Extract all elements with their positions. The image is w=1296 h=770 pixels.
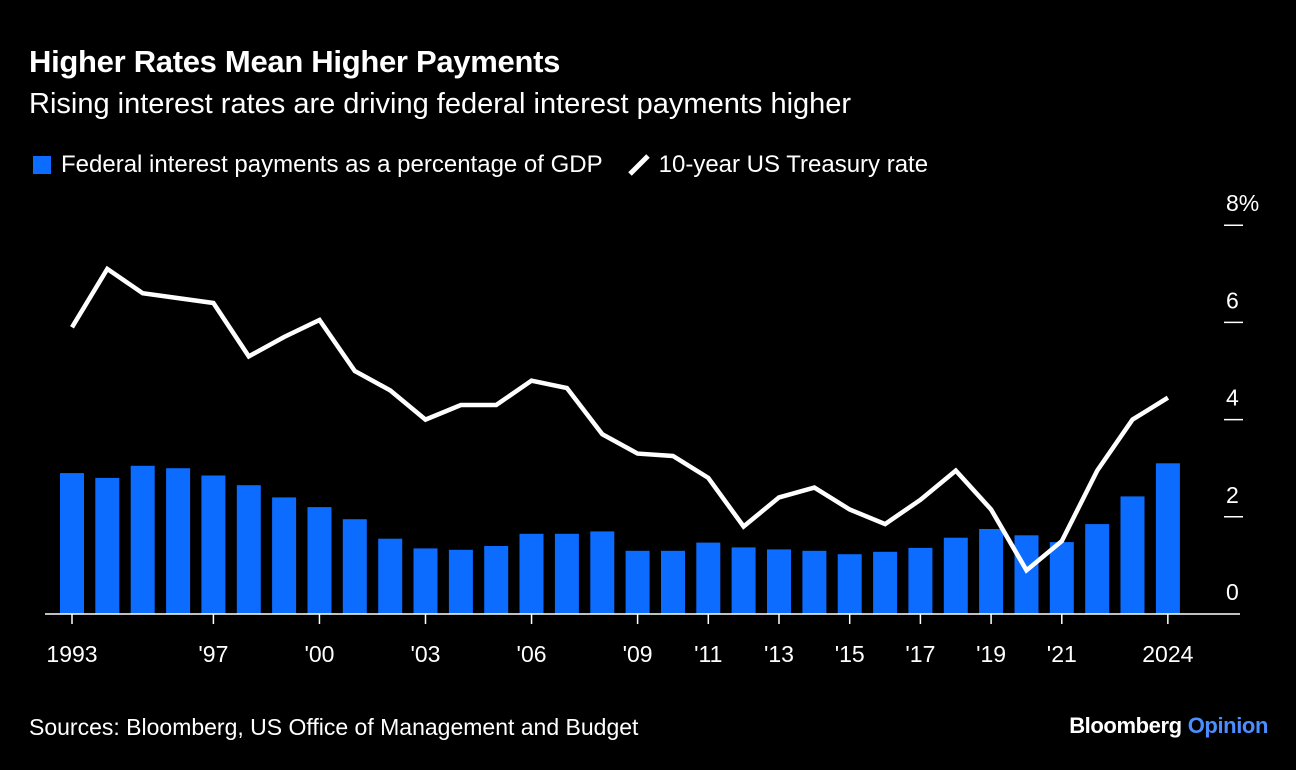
legend-bar-swatch (33, 156, 51, 174)
bar-2003 (413, 548, 438, 614)
x-tick-label-1993: 1993 (46, 641, 97, 667)
bar-2004 (448, 549, 473, 614)
bar-series (60, 463, 1180, 614)
brand-section: Opinion (1187, 713, 1269, 738)
bar-2019 (979, 529, 1004, 614)
bar-2006 (519, 533, 544, 614)
bar-2016 (873, 551, 898, 614)
brand-logo: Bloomberg Opinion (1069, 713, 1268, 739)
bar-2002 (378, 538, 403, 614)
bar-2015 (837, 554, 862, 614)
bar-2024 (1155, 463, 1180, 614)
bar-2009 (625, 550, 650, 614)
y-axis: 0 2 4 6 8% (1224, 190, 1259, 605)
y-tick-label-2: 2 (1226, 482, 1239, 508)
x-tick-label-2021: '21 (1047, 641, 1077, 667)
bar-2014 (802, 550, 827, 614)
bar-2011 (696, 542, 721, 614)
bar-1994 (95, 477, 120, 614)
bar-2013 (767, 549, 791, 614)
y-tick-label-0: 0 (1226, 579, 1239, 605)
x-axis: 1993 '97 '00 '03 '06 '09 '11 '13 '15 '17 '19 '21 202… (45, 613, 1240, 667)
bar-2023 (1120, 496, 1145, 614)
legend-line-label: 10-year US Treasury rate (658, 151, 929, 178)
bar-2017 (908, 547, 933, 614)
x-tick-label-2015: '15 (835, 641, 865, 667)
x-tick-label-2000: '00 (304, 641, 334, 667)
bar-2005 (484, 546, 509, 614)
x-tick-label-2011: '11 (694, 641, 722, 667)
x-tick-label-2003: '03 (411, 641, 441, 667)
legend-bar-label: Federal interest payments as a percentag… (61, 151, 603, 178)
x-tick-label-2006: '06 (517, 641, 547, 667)
x-tick-label-1997: '97 (198, 641, 228, 667)
bar-2021 (1049, 542, 1074, 614)
x-tick-label-2017: '17 (905, 641, 935, 667)
bar-2010 (661, 550, 685, 614)
legend-line-swatch (627, 154, 650, 176)
bar-2020 (1014, 535, 1039, 614)
bar-2012 (731, 547, 756, 614)
bar-1996 (166, 468, 191, 614)
y-tick-label-8: 8% (1226, 190, 1259, 216)
bar-2000 (307, 507, 332, 614)
brand-name: Bloomberg (1069, 713, 1182, 738)
y-tick-label-6: 6 (1226, 287, 1239, 313)
bar-2007 (554, 533, 579, 614)
bar-2001 (342, 519, 367, 614)
bar-1995 (130, 465, 155, 614)
bar-2008 (590, 531, 615, 614)
x-tick-label-2009: '09 (623, 641, 653, 667)
x-tick-label-2013: '13 (764, 641, 794, 667)
y-tick-label-4: 4 (1226, 385, 1239, 411)
treasury-rate-line (70, 265, 1170, 574)
line-series (70, 265, 1170, 574)
bar-1999 (272, 497, 297, 614)
bar-1998 (236, 485, 261, 614)
chart-subtitle: Rising interest rates are driving federa… (29, 88, 852, 120)
legend: Federal interest payments as a percentag… (33, 150, 928, 180)
bar-2018 (943, 537, 968, 614)
x-tick-label-2024: 2024 (1142, 641, 1193, 667)
bar-2022 (1085, 524, 1110, 614)
bar-1997 (201, 475, 226, 614)
bar-1993 (60, 473, 84, 614)
x-tick-label-2019: '19 (976, 641, 1006, 667)
source-note: Sources: Bloomberg, US Office of Managem… (29, 714, 639, 740)
chart-title: Higher Rates Mean Higher Payments (29, 44, 561, 79)
